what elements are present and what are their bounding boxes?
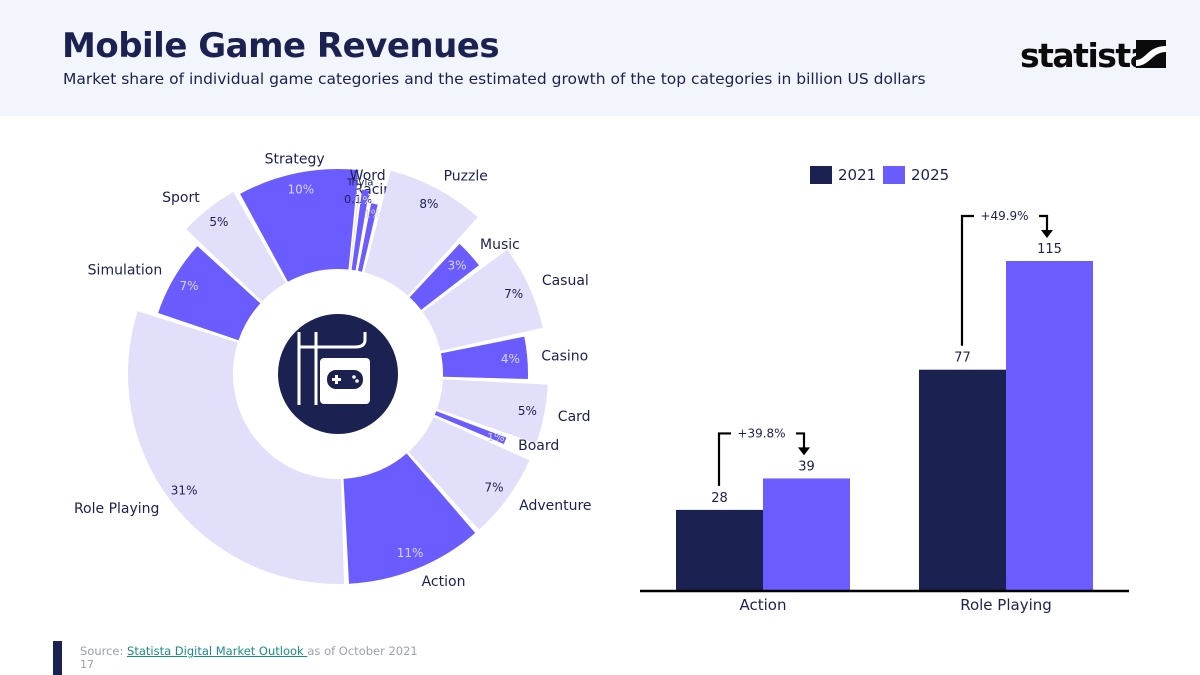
- bar-chart: 2021 2025 28 39 Action +39.8% 77 115 Role Play…: [640, 166, 1129, 614]
- donut-value-adventure: 7%: [485, 481, 504, 495]
- source-suffix: as of October 2021: [307, 644, 418, 658]
- donut-value-card: 5%: [518, 404, 537, 418]
- x-tick-action: Action: [740, 596, 787, 614]
- donut-label-strategy: Strategy: [265, 151, 325, 167]
- growth-bracket-action: [717, 432, 731, 486]
- bar-role-playing-2025: [1006, 261, 1093, 590]
- page-subtitle: Market share of individual game categori…: [63, 70, 926, 88]
- donut-value-racing: 1%: [364, 208, 381, 221]
- donut-slice-sport: [186, 191, 286, 302]
- source-note: Source: Statista Digital Market Outlook …: [80, 644, 418, 658]
- donut-label-card: Card: [558, 409, 591, 425]
- donut-slice-casino: [440, 336, 528, 380]
- growth-arrow-head-role-playing: [1041, 230, 1053, 238]
- chart-legend: 2021 2025: [810, 166, 949, 184]
- donut-slice-trivia: [349, 189, 360, 270]
- bar-value-action-2025: 39: [798, 459, 815, 474]
- donut-label-casino: Casino: [541, 349, 588, 365]
- growth-label-action: +39.8%: [737, 426, 785, 440]
- donut-value-puzzle: 8%: [419, 197, 438, 211]
- source-prefix: Source:: [80, 644, 128, 658]
- donut-label-casual: Casual: [542, 273, 589, 289]
- donut-value-action: 11%: [397, 546, 424, 560]
- donut-value-casino: 4%: [501, 352, 520, 366]
- donut-label-simulation: Simulation: [88, 262, 163, 278]
- donut-slice-music: [409, 243, 479, 310]
- donut-value-music: 3%: [448, 259, 467, 273]
- growth-arrow-head-action: [798, 447, 810, 456]
- page-number: 17: [80, 658, 94, 671]
- donut-slice-casual: [422, 249, 543, 351]
- donut-slice-adventure: [408, 417, 530, 530]
- donut-value-sport: 5%: [209, 215, 228, 229]
- bar-value-role-playing-2021: 77: [954, 351, 971, 366]
- source-link[interactable]: Statista Digital Market Outlook: [127, 644, 308, 658]
- donut-slice-card: [437, 379, 548, 444]
- donut-label-action: Action: [422, 574, 466, 590]
- donut-value-role-playing: 31%: [171, 484, 198, 498]
- donut-value-strategy: 10%: [287, 183, 314, 197]
- legend-swatch-2025: [883, 166, 905, 184]
- header-band: Mobile Game Revenues Market share of ind…: [0, 0, 1200, 116]
- donut-label-sport: Sport: [162, 190, 200, 206]
- game-controller-icon: [297, 332, 370, 405]
- donut-label-board: Board: [518, 438, 559, 454]
- donut-slice-role-playing: [127, 311, 345, 584]
- footer-accent-bar: [53, 641, 62, 675]
- x-tick-role-playing: Role Playing: [960, 596, 1052, 614]
- donut-label-adventure: Adventure: [519, 498, 591, 514]
- legend-label-2021: 2021: [838, 166, 876, 184]
- bar-action-2021: [676, 509, 763, 590]
- donut-slice-action: [343, 453, 476, 584]
- donut-label-word: Word: [350, 168, 386, 184]
- donut-value-board: 1%: [487, 431, 504, 444]
- page-title: Mobile Game Revenues: [62, 26, 500, 66]
- bar-value-role-playing-2025: 115: [1037, 242, 1062, 257]
- donut-value-word: 1%: [355, 194, 372, 207]
- donut-slice-word: [351, 189, 370, 271]
- donut-slice-simulation: [158, 246, 261, 341]
- donut-slice-puzzle: [364, 170, 478, 296]
- bar-action-2025: [763, 478, 850, 590]
- statista-logo-icon: [1136, 40, 1166, 68]
- bar-role-playing-2021: [919, 369, 1006, 590]
- statista-logo[interactable]: statista: [1020, 36, 1152, 75]
- bar-value-action-2021: 28: [711, 491, 728, 506]
- donut-label-music: Music: [480, 237, 520, 253]
- donut-value-simulation: 7%: [179, 279, 198, 293]
- legend-label-2025: 2025: [911, 166, 949, 184]
- donut-slice-strategy: [240, 169, 359, 282]
- donut-label-role-playing: Role Playing: [74, 501, 159, 517]
- donut-slice-board: [434, 411, 507, 445]
- donut-value-casual: 7%: [504, 287, 523, 301]
- growth-bracket-role-playing: [960, 214, 974, 346]
- legend-swatch-2021: [810, 166, 832, 184]
- donut-slice-racing: [358, 203, 378, 272]
- donut-label-puzzle: Puzzle: [444, 168, 488, 184]
- growth-arrow-line-action: [796, 432, 806, 450]
- growth-arrow-line-role-playing: [1039, 214, 1049, 232]
- donut-label-trivia: Trivia: [346, 177, 373, 188]
- growth-label-role-playing: +49.9%: [980, 209, 1028, 223]
